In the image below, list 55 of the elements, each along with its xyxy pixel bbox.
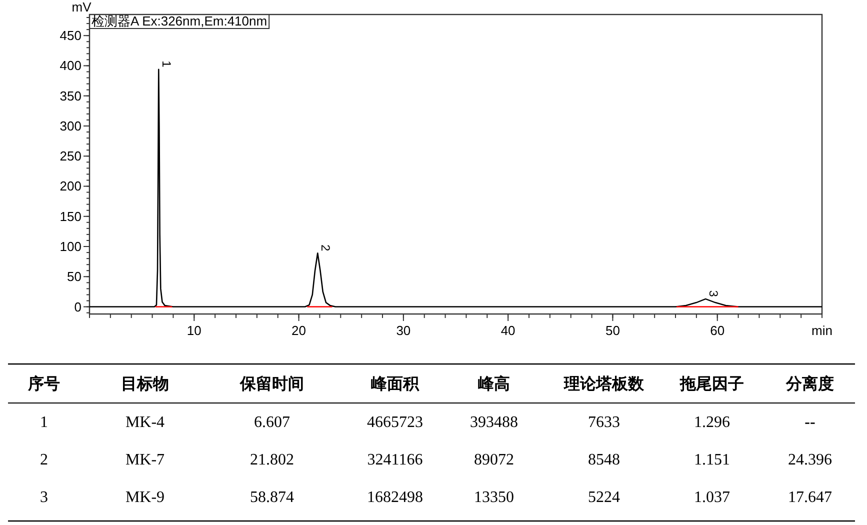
chart-title: 检测器A Ex:326nm,Em:410nm (92, 14, 268, 28)
x-tick-label: 50 (605, 323, 620, 338)
text: 3241166 (367, 452, 423, 468)
text: 3 (40, 489, 48, 506)
category-label: 拖尾因子 (679, 375, 744, 393)
category-label: 分离度 (785, 374, 834, 393)
x-tick-label: 30 (396, 323, 411, 338)
text: 2 (40, 452, 48, 468)
y-tick-label: 0 (74, 299, 82, 314)
category-label: 峰高 (478, 374, 510, 393)
text: 6.607 (254, 414, 290, 431)
y-tick-label: 50 (67, 269, 82, 284)
y-tick-label: 450 (60, 28, 82, 44)
text: 58.874 (250, 489, 294, 506)
x-tick-label: 40 (500, 323, 516, 338)
y-tick-label: 400 (60, 58, 82, 74)
annotation: 1 (160, 60, 174, 68)
text: 1.151 (694, 452, 730, 468)
text: 1682498 (367, 489, 423, 506)
y-tick-label: 350 (60, 88, 82, 104)
y-tick-label: 150 (60, 208, 82, 224)
text: 24.396 (788, 452, 832, 468)
y-tick-label: 300 (60, 118, 82, 134)
text: 1.296 (694, 414, 730, 431)
line-series (88, 68, 823, 308)
text: 1.037 (694, 489, 730, 506)
text: 89072 (474, 452, 514, 468)
text: MK-9 (125, 489, 165, 506)
text: 5224 (588, 489, 620, 506)
text: 8548 (588, 452, 620, 468)
y-tick-label: 100 (60, 239, 82, 254)
y-axis-title: mV (72, 0, 92, 14)
category-label: 峰面积 (371, 375, 420, 393)
text: -- (804, 414, 816, 431)
y-tick-label: 200 (60, 178, 82, 194)
text: MK-7 (125, 452, 165, 468)
text: 4665723 (367, 414, 423, 431)
category-label: 保留时间 (239, 375, 304, 393)
category-label: 目标物 (121, 375, 169, 393)
category-label: 序号 (27, 374, 60, 393)
y-tick-label: 250 (60, 148, 82, 164)
annotation: 2 (318, 244, 333, 252)
text: 1 (40, 414, 48, 431)
text: 7633 (588, 414, 620, 431)
x-axis-title: min (812, 323, 832, 338)
text: MK-4 (125, 414, 165, 431)
text: 21.802 (250, 452, 294, 468)
text: 13350 (474, 489, 514, 506)
annotation: 3 (706, 290, 721, 298)
text: 17.647 (788, 489, 832, 506)
x-tick-label: 60 (710, 323, 725, 338)
x-tick-label: 20 (292, 323, 306, 338)
text: 393488 (470, 414, 518, 431)
x-tick-label: 10 (186, 323, 202, 338)
category-label: 理论塔板数 (563, 375, 645, 393)
